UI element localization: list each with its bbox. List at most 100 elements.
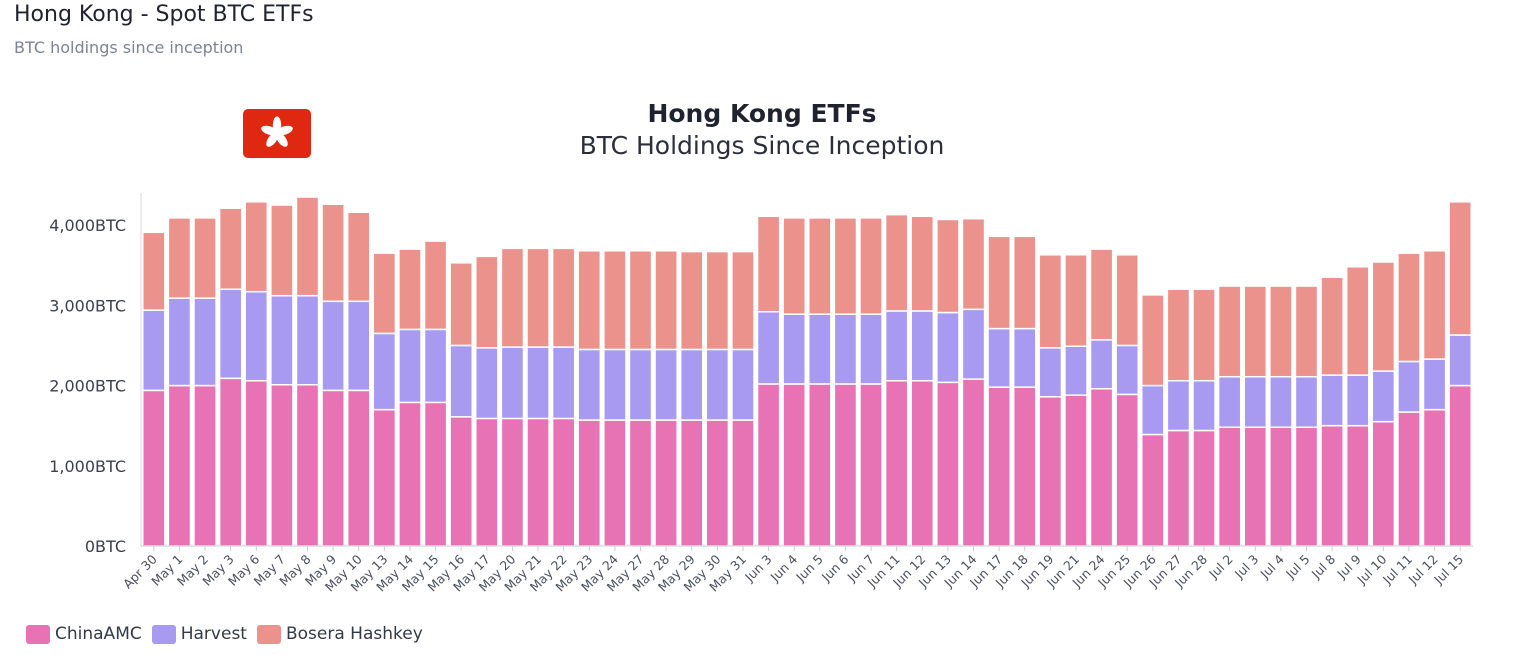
bar-bosera-hashkey[interactable] (321, 203, 345, 303)
bar-chinaamc[interactable] (833, 383, 858, 547)
bar-chinaamc[interactable] (961, 378, 986, 547)
bar-bosera-hashkey[interactable] (526, 247, 550, 348)
bar-harvest[interactable] (987, 327, 1011, 388)
bar-harvest[interactable] (628, 348, 653, 421)
bar-chinaamc[interactable] (756, 383, 781, 547)
bar-bosera-hashkey[interactable] (603, 250, 627, 351)
bar-harvest[interactable] (1115, 344, 1140, 396)
bar-bosera-hashkey[interactable] (654, 250, 678, 351)
bar-chinaamc[interactable] (884, 379, 909, 547)
bar-chinaamc[interactable] (1064, 394, 1088, 547)
bar-harvest[interactable] (1371, 370, 1396, 423)
bar-bosera-hashkey[interactable] (859, 217, 883, 315)
bar-harvest[interactable] (1243, 375, 1268, 429)
bar-chinaamc[interactable] (1012, 386, 1037, 547)
bar-bosera-hashkey[interactable] (142, 231, 166, 311)
bar-bosera-hashkey[interactable] (1269, 285, 1293, 378)
bar-bosera-hashkey[interactable] (244, 201, 269, 293)
bar-chinaamc[interactable] (731, 419, 755, 547)
bar-chinaamc[interactable] (1115, 393, 1140, 547)
bar-chinaamc[interactable] (782, 383, 807, 547)
bar-harvest[interactable] (884, 310, 909, 382)
bar-chinaamc[interactable] (603, 419, 627, 547)
bar-chinaamc[interactable] (1141, 433, 1165, 547)
bar-bosera-hashkey[interactable] (782, 217, 807, 315)
bar-chinaamc[interactable] (346, 389, 371, 547)
bar-chinaamc[interactable] (398, 401, 422, 547)
bar-bosera-hashkey[interactable] (167, 217, 192, 299)
bar-chinaamc[interactable] (167, 384, 192, 547)
bar-harvest[interactable] (1397, 360, 1421, 413)
bar-chinaamc[interactable] (449, 416, 474, 547)
bar-harvest[interactable] (1269, 375, 1293, 429)
bar-bosera-hashkey[interactable] (551, 247, 576, 348)
bar-chinaamc[interactable] (1422, 408, 1447, 547)
bar-bosera-hashkey[interactable] (1166, 288, 1191, 382)
bar-harvest[interactable] (1141, 384, 1165, 436)
bar-harvest[interactable] (1192, 379, 1216, 432)
bar-chinaamc[interactable] (270, 383, 294, 547)
bar-harvest[interactable] (244, 290, 269, 382)
bar-chinaamc[interactable] (679, 419, 704, 547)
bar-chinaamc[interactable] (1269, 426, 1293, 547)
bar-chinaamc[interactable] (1166, 429, 1191, 547)
bar-chinaamc[interactable] (1371, 420, 1396, 547)
bar-chinaamc[interactable] (193, 384, 217, 547)
bar-chinaamc[interactable] (1243, 426, 1268, 547)
bar-harvest[interactable] (654, 348, 678, 421)
bar-bosera-hashkey[interactable] (808, 217, 832, 315)
bar-bosera-hashkey[interactable] (346, 211, 371, 303)
bar-chinaamc[interactable] (808, 383, 832, 547)
bar-bosera-hashkey[interactable] (884, 213, 909, 312)
bar-harvest[interactable] (1217, 375, 1242, 429)
bar-chinaamc[interactable] (1345, 424, 1370, 547)
bar-bosera-hashkey[interactable] (1217, 285, 1242, 378)
bar-bosera-hashkey[interactable] (270, 204, 294, 297)
bar-chinaamc[interactable] (1217, 426, 1242, 547)
bar-chinaamc[interactable] (1448, 384, 1473, 547)
bar-harvest[interactable] (551, 346, 576, 420)
bar-chinaamc[interactable] (218, 377, 243, 547)
bar-chinaamc[interactable] (910, 379, 935, 547)
bar-chinaamc[interactable] (859, 383, 883, 547)
bar-chinaamc[interactable] (577, 419, 602, 547)
bar-harvest[interactable] (526, 346, 550, 420)
bar-bosera-hashkey[interactable] (1064, 254, 1088, 347)
bar-chinaamc[interactable] (551, 417, 576, 547)
bar-harvest[interactable] (423, 328, 448, 404)
bar-chinaamc[interactable] (500, 417, 525, 547)
bar-bosera-hashkey[interactable] (1320, 276, 1344, 376)
bar-harvest[interactable] (782, 313, 807, 385)
bar-harvest[interactable] (910, 310, 935, 382)
bar-bosera-hashkey[interactable] (500, 247, 525, 348)
bar-harvest[interactable] (1064, 345, 1088, 396)
bar-chinaamc[interactable] (654, 419, 678, 547)
bar-harvest[interactable] (679, 348, 704, 421)
bar-bosera-hashkey[interactable] (577, 250, 602, 351)
bar-harvest[interactable] (1345, 374, 1370, 427)
bar-bosera-hashkey[interactable] (1294, 285, 1319, 378)
bar-bosera-hashkey[interactable] (756, 215, 781, 313)
bar-harvest[interactable] (1038, 347, 1063, 398)
bar-chinaamc[interactable] (1294, 426, 1319, 547)
bar-chinaamc[interactable] (936, 381, 960, 547)
bar-harvest[interactable] (859, 313, 883, 385)
bar-bosera-hashkey[interactable] (1448, 201, 1473, 336)
bar-chinaamc[interactable] (244, 379, 269, 547)
bar-bosera-hashkey[interactable] (731, 250, 755, 351)
bar-harvest[interactable] (808, 313, 832, 385)
bar-chinaamc[interactable] (423, 401, 448, 547)
bar-chinaamc[interactable] (475, 417, 499, 547)
bar-harvest[interactable] (218, 288, 243, 380)
bar-chinaamc[interactable] (628, 419, 653, 547)
bar-bosera-hashkey[interactable] (910, 215, 935, 312)
bar-harvest[interactable] (756, 310, 781, 385)
bar-chinaamc[interactable] (142, 389, 166, 547)
bar-harvest[interactable] (577, 348, 602, 421)
bar-bosera-hashkey[interactable] (1345, 266, 1370, 376)
bar-harvest[interactable] (1294, 375, 1319, 429)
bar-bosera-hashkey[interactable] (987, 235, 1011, 330)
bar-bosera-hashkey[interactable] (936, 218, 960, 314)
bar-bosera-hashkey[interactable] (372, 252, 397, 335)
bar-harvest[interactable] (398, 328, 422, 404)
